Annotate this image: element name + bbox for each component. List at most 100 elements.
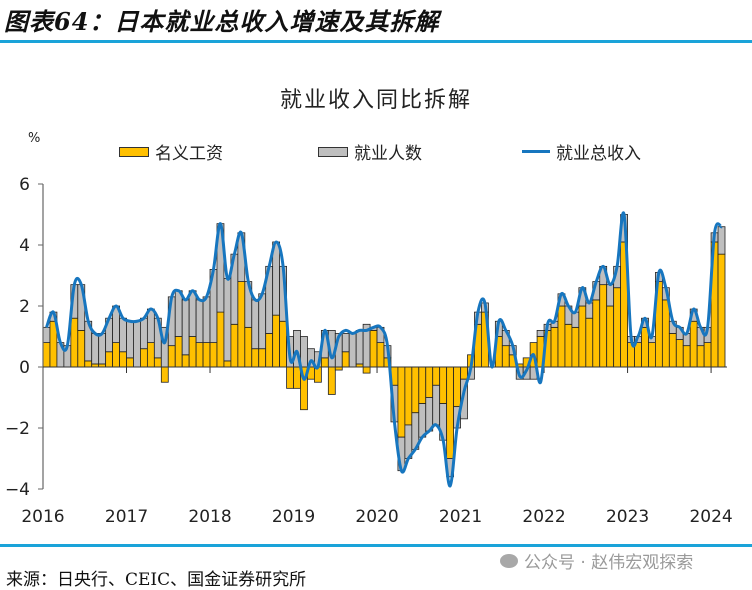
bar-wage [188,336,197,368]
bottom-rule [0,544,752,547]
x-tick-label: 2022 [522,507,565,527]
bar-wage [146,342,155,368]
legend-item-wage: 名义工资 [119,139,223,164]
legend-label-wage: 名义工资 [155,144,223,164]
bar-wage [661,299,670,368]
bar-wage [585,317,594,368]
bar-wage [223,360,232,368]
bar-wage [460,366,468,380]
bar-employment [188,290,197,337]
bar-wage [668,333,677,368]
bar-wage [634,342,642,368]
bar-wage [703,342,712,368]
bar-wage [293,366,301,389]
bars-group [42,214,726,478]
bar-wage [446,366,454,459]
chart-plot-area: −4 −2 0 2 4 6 2016 2017 2018 2019 2020 2021 2022 2023… [5,175,733,527]
bar-wage [397,366,406,438]
bar-employment [98,333,107,365]
bar-wage [181,354,190,368]
x-tick-label: 2016 [21,507,64,527]
bar-wage [696,345,705,368]
bar-wage [320,357,329,368]
bar-wage [341,351,350,368]
bar-wage [251,348,260,368]
bar-wage [564,323,573,368]
bar-wage [272,314,281,368]
bar-wage [418,366,427,404]
bar-wage [195,342,204,368]
bar-wage [209,342,218,368]
bar-wage [105,351,113,368]
legend-item-employment: 就业人数 [318,139,422,164]
bar-wage [606,305,615,368]
y-tick-label: −4 [5,480,30,500]
bar-employment [571,311,580,328]
watermark-text: 公众号 · 赵伟宏观探索 [524,553,694,573]
bar-wage [578,305,587,368]
bar-wage [425,366,434,398]
x-tick-label: 2018 [188,507,231,527]
bar-employment [126,320,134,359]
bar-employment [432,384,441,426]
bar-wage [362,366,371,374]
bar-employment [42,326,51,344]
bar-employment [91,333,100,365]
x-tick-label: 2020 [355,507,398,527]
bar-wage [112,342,120,368]
chart-title: 就业收入同比拆解 [279,88,472,113]
bar-wage [279,320,287,368]
y-tick-label: 0 [19,358,30,378]
bar-wage [641,326,649,368]
bar-wage [265,333,274,368]
bar-wage [258,348,267,368]
legend-item-total: 就业总收入 [522,139,641,164]
bar-wage [689,320,698,368]
bar-employment [195,299,204,343]
bar-wage [369,329,378,368]
bar-employment [140,317,148,350]
bar-employment [418,403,427,438]
bar-employment [181,299,190,356]
bar-employment [460,378,468,420]
bar-wage [613,287,622,368]
bar-employment [585,302,594,319]
bar-employment [300,336,308,368]
bar-wage [557,305,566,368]
bar-employment [202,296,211,344]
bar-wage [453,366,461,408]
bar-wage [42,342,51,368]
bar-wage [648,342,656,368]
bar-wage [599,284,608,368]
watermark: 公众号 · 赵伟宏观探索 [500,548,693,573]
legend-label-employment: 就业人数 [354,144,422,164]
bar-employment [251,299,260,350]
bar-wage [126,357,134,368]
wechat-icon [500,553,518,568]
legend: 名义工资 就业人数 就业总收入 [0,139,752,164]
figure-title: 图表64：日本就业总收入增速及其拆解 [4,7,440,36]
bar-employment [348,333,357,368]
top-rule [0,40,752,43]
bar-wage [216,311,225,368]
bar-wage [174,336,183,368]
y-tick-label: −2 [5,419,30,439]
bar-wage [404,366,413,426]
x-tick-label: 2023 [606,507,649,527]
x-tick-label: 2024 [689,507,732,527]
bar-employment [133,320,141,368]
bar-wage [327,366,336,395]
tick-labels-group: −4 −2 0 2 4 6 2016 2017 2018 2019 2020 2021 2022 2023… [5,175,733,527]
bar-employment [355,329,364,365]
y-tick-label: 4 [19,236,30,256]
line-group [45,211,724,488]
x-tick-label: 2017 [105,507,148,527]
bar-employment [536,329,545,337]
bar-employment [341,333,350,353]
bar-wage [439,366,448,404]
bar-wage [77,329,86,368]
bar-wage [550,326,559,368]
bar-wage [432,366,441,386]
x-tick-label: 2019 [272,507,315,527]
axes-group [38,183,727,490]
